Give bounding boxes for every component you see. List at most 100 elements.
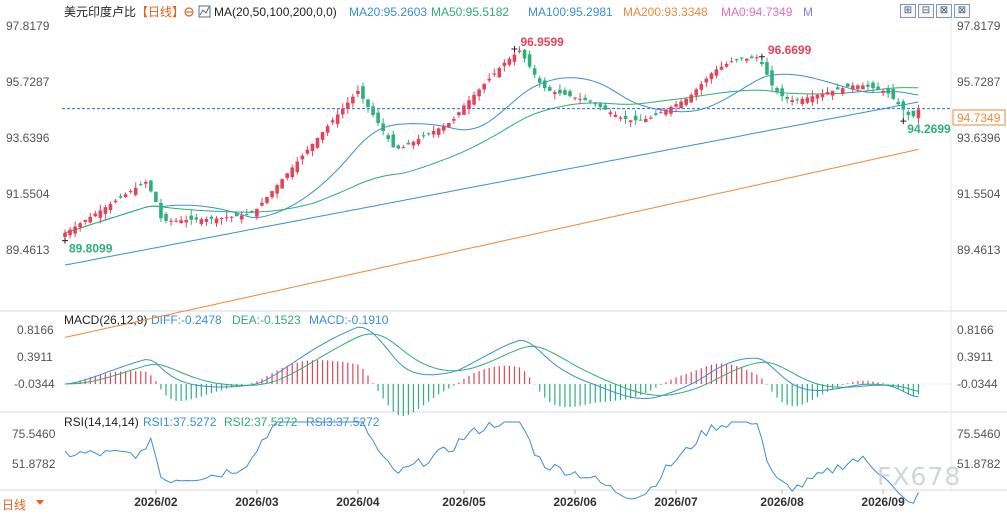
candle-body <box>522 49 527 59</box>
rsi-tick-label: 51.8782 <box>12 457 56 471</box>
candle-body <box>755 57 759 59</box>
candle-body <box>649 117 653 119</box>
candle-body <box>825 92 830 95</box>
rsi-line <box>64 421 919 504</box>
candle-body <box>128 191 133 193</box>
macd-dea-line <box>64 333 919 396</box>
settings-icon[interactable] <box>184 7 194 17</box>
candle-body <box>548 87 552 91</box>
maximize-icon[interactable]: ⊞ <box>900 4 916 18</box>
candle-body <box>411 141 416 146</box>
candle-body <box>881 90 885 93</box>
ma200-value: MA200:93.3348 <box>623 5 708 19</box>
ma20-line <box>64 73 919 234</box>
annotation-marker <box>511 45 518 52</box>
candle-body <box>164 213 168 221</box>
candle-body <box>820 93 825 98</box>
chevron-down-icon[interactable] <box>36 500 44 505</box>
candle-body <box>88 216 93 223</box>
candle-body <box>179 220 183 224</box>
candle-body <box>866 84 870 87</box>
candle-body <box>916 109 921 119</box>
candle-body <box>795 99 800 101</box>
candle-body <box>118 196 123 198</box>
candle-body <box>896 101 901 105</box>
collapse-icon[interactable]: ⊠ <box>936 4 952 18</box>
ma200-line <box>64 148 919 338</box>
y-tick-label: 93.6396 <box>957 131 1001 145</box>
macd-diff-line <box>64 326 919 400</box>
candle-body <box>300 155 305 160</box>
candlestick-series <box>63 46 921 241</box>
candle-body <box>623 116 628 119</box>
candle-body <box>689 94 693 103</box>
candle-body <box>159 202 163 219</box>
candle-body <box>704 78 709 83</box>
candle-body <box>891 89 895 99</box>
candle-body <box>138 184 143 186</box>
candle-body <box>613 114 618 117</box>
candle-body <box>760 61 764 65</box>
candle-body <box>472 94 476 105</box>
macd-diff-value: DIFF:-0.2478 <box>151 313 222 327</box>
candle-body <box>108 203 113 211</box>
candle-body <box>684 98 688 105</box>
candle-body <box>851 85 855 90</box>
candle-body <box>421 135 426 137</box>
close-icon[interactable]: ⊠ <box>954 4 970 18</box>
candle-body <box>734 59 739 61</box>
time-axis-label: 2026/08 <box>760 495 804 509</box>
candle-body <box>184 220 188 223</box>
macd-dea-value: DEA:-0.1523 <box>232 313 301 327</box>
candle-body <box>654 113 658 115</box>
candle-body <box>765 62 769 75</box>
candle-body <box>477 89 481 97</box>
candle-body <box>467 100 471 110</box>
macd-tick-label: -0.0344 <box>957 377 998 391</box>
candle-body <box>462 105 466 115</box>
annotation-label: 96.6699 <box>768 43 812 57</box>
candle-body <box>729 61 734 63</box>
candle-body <box>255 208 259 217</box>
candle-body <box>810 96 815 103</box>
candle-body <box>502 62 507 66</box>
time-axis-label: 2026/07 <box>654 495 698 509</box>
candle-body <box>133 187 138 196</box>
candle-body <box>628 120 633 123</box>
candle-body <box>568 91 572 97</box>
candle-body <box>598 103 603 107</box>
candle-body <box>482 84 486 90</box>
period-selector[interactable]: 日线 <box>2 498 27 512</box>
candle-body <box>558 89 562 94</box>
candle-body <box>275 185 279 194</box>
candle-body <box>694 89 699 96</box>
candle-body <box>679 101 683 109</box>
candle-body <box>330 120 335 123</box>
candle-body <box>447 122 451 128</box>
candle-body <box>830 90 835 96</box>
candle-body <box>840 88 845 94</box>
candle-body <box>512 54 517 62</box>
macd-pane <box>62 326 951 417</box>
candle-body <box>295 161 300 173</box>
candle-body <box>643 118 648 123</box>
candle-body <box>441 125 446 131</box>
candle-body <box>320 132 325 140</box>
moving-average-lines <box>62 73 951 338</box>
rsi2-value: RSI2:37.5272 <box>224 415 298 429</box>
rsi-tick-label: 51.8782 <box>957 457 1001 471</box>
candle-body <box>739 57 744 59</box>
candle-body <box>396 145 401 149</box>
candle-body <box>507 58 512 65</box>
candle-body <box>750 56 754 59</box>
restore-icon[interactable]: ⊟ <box>918 4 934 18</box>
candle-body <box>245 213 249 215</box>
macd-tick-label: -0.0344 <box>14 377 55 391</box>
annotation-marker <box>62 237 68 244</box>
candle-body <box>416 139 421 145</box>
candle-body <box>537 78 542 83</box>
candle-body <box>335 114 340 124</box>
candle-body <box>603 105 608 110</box>
candle-body <box>805 97 810 103</box>
indicator-chart-icon[interactable] <box>198 5 211 18</box>
